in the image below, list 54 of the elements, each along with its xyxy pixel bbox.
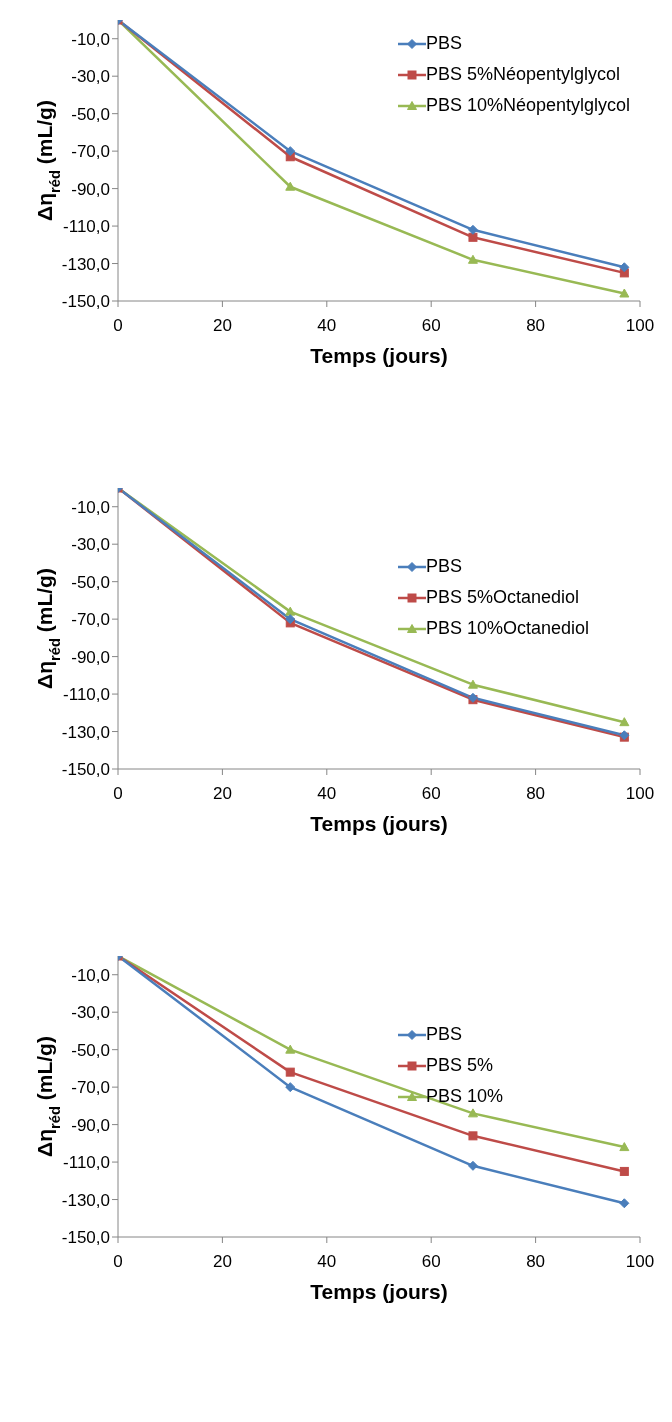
x-tick-label: 60	[421, 1252, 441, 1272]
y-tick-label: -70,0	[71, 142, 110, 162]
legend-label: PBS 5%Octanediol	[426, 587, 580, 608]
y-tick-label: -30,0	[71, 67, 110, 87]
x-tick-label: 0	[113, 316, 123, 336]
legend-label: PBS 5%Néopentylglycol	[426, 64, 621, 85]
legend-label: PBS	[426, 33, 463, 54]
y-tick-label: -50,0	[71, 572, 110, 592]
y-tick-label: -110,0	[63, 217, 110, 237]
y-tick-label: -50,0	[71, 1040, 110, 1060]
y-tick-label: -30,0	[71, 1003, 110, 1023]
legend-label: PBS 10%Octanediol	[426, 618, 590, 639]
y-tick-label: -90,0	[71, 647, 110, 667]
x-tick-label: 0	[113, 1252, 123, 1272]
x-tick-label: 20	[212, 316, 232, 336]
x-tick-label: 100	[625, 316, 655, 336]
x-tick-label: 60	[421, 316, 441, 336]
y-tick-label: -150,0	[61, 760, 110, 780]
x-tick-label: 100	[625, 1252, 655, 1272]
x-axis-title: Temps (jours)	[310, 1280, 448, 1303]
y-tick-label: -130,0	[61, 254, 110, 274]
y-tick-label: -10,0	[71, 965, 110, 985]
x-tick-label: 20	[212, 1252, 232, 1272]
x-tick-label: 40	[317, 784, 337, 804]
x-tick-label: 0	[113, 784, 123, 804]
legend-label: PBS 10%Néopentylglycol	[426, 95, 631, 116]
x-tick-label: 40	[317, 1252, 337, 1272]
x-axis-title: Temps (jours)	[310, 812, 448, 835]
x-tick-label: 60	[421, 784, 441, 804]
legend-label: PBS	[426, 556, 463, 577]
y-tick-label: -10,0	[71, 29, 110, 49]
y-tick-label: -70,0	[71, 610, 110, 630]
x-tick-label: 40	[317, 316, 337, 336]
y-tick-label: -150,0	[61, 1228, 110, 1248]
y-tick-label: -130,0	[61, 722, 110, 742]
y-tick-label: -30,0	[71, 535, 110, 555]
y-tick-label: -110,0	[63, 685, 110, 705]
y-tick-label: -90,0	[71, 179, 110, 199]
y-tick-label: -70,0	[71, 1078, 110, 1098]
x-tick-label: 80	[526, 784, 546, 804]
y-tick-label: -110,0	[63, 1153, 110, 1173]
legend-label: PBS 5%	[426, 1055, 494, 1076]
x-tick-label: 20	[212, 784, 232, 804]
x-tick-label: 80	[526, 1252, 546, 1272]
y-tick-label: -50,0	[71, 104, 110, 124]
x-tick-label: 80	[526, 316, 546, 336]
y-tick-label: -130,0	[61, 1190, 110, 1210]
legend-label: PBS	[426, 1024, 463, 1045]
y-tick-label: -90,0	[71, 1115, 110, 1135]
y-tick-label: -10,0	[71, 497, 110, 517]
legend-label: PBS 10%	[426, 1086, 504, 1107]
y-tick-label: -150,0	[61, 292, 110, 312]
x-axis-title: Temps (jours)	[310, 344, 448, 367]
x-tick-label: 100	[625, 784, 655, 804]
